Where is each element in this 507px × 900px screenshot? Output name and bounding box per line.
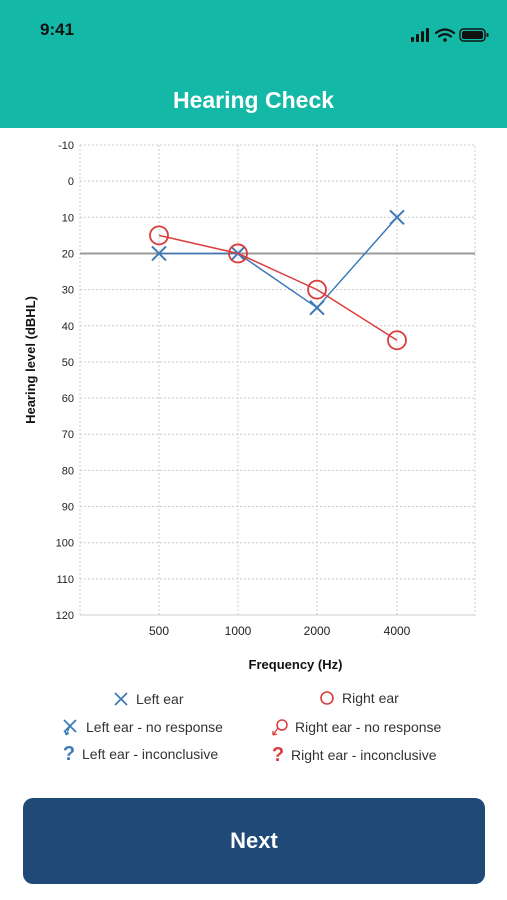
y-tick-label: 40 bbox=[62, 321, 74, 333]
right-ear-point bbox=[307, 279, 327, 300]
legend-right-inconclusive: ? Right ear - inconclusive bbox=[271, 744, 437, 766]
legend-left-inconclusive-label: Left ear - inconclusive bbox=[82, 746, 219, 762]
left-ear-line bbox=[159, 216, 398, 309]
battery-icon bbox=[459, 28, 489, 42]
right-ear-point bbox=[149, 225, 169, 246]
legend-right-ear-label: Right ear bbox=[342, 690, 399, 706]
legend-right-inconclusive-label: Right ear - inconclusive bbox=[291, 747, 437, 763]
right-ear-point bbox=[228, 243, 248, 264]
right-ear-circle-icon bbox=[320, 691, 334, 705]
left-ear-question-icon: ? bbox=[62, 743, 76, 765]
right-ear-question-icon: ? bbox=[271, 744, 285, 766]
y-tick-label: -10 bbox=[58, 140, 74, 152]
left-ear-point bbox=[309, 299, 325, 316]
legend-right-no-response: Right ear - no response bbox=[271, 718, 441, 736]
x-tick-label: 4000 bbox=[384, 624, 411, 638]
x-tick-label: 500 bbox=[149, 624, 169, 638]
cellular-signal-icon bbox=[411, 28, 429, 42]
right-ear-no-response-icon bbox=[272, 719, 288, 736]
legend-left-ear-label: Left ear bbox=[136, 691, 184, 707]
x-tick-label: 1000 bbox=[225, 624, 252, 638]
y-tick-label: 110 bbox=[56, 574, 74, 586]
y-axis-label: Hearing level (dBHL) bbox=[23, 296, 38, 424]
y-tick-label: 50 bbox=[62, 357, 74, 369]
status-time: 9:41 bbox=[40, 20, 75, 39]
legend-right-no-response-label: Right ear - no response bbox=[295, 719, 442, 735]
page-title: Hearing Check bbox=[172, 87, 335, 113]
legend-left-no-response-label: Left ear - no response bbox=[86, 719, 223, 735]
x-tick-label: 2000 bbox=[304, 624, 331, 638]
y-tick-label: 60 bbox=[62, 393, 74, 405]
legend-left-ear: Left ear bbox=[112, 690, 183, 708]
y-tick-label: 0 bbox=[68, 176, 74, 188]
audiogram-chart: -10 0 10 20 30 40 50 60 70 80 90 100 110 120 500 1000 20… bbox=[0, 128, 507, 688]
audiogram-svg: -10 0 10 20 30 40 50 60 70 80 90 100 110 120 500 1000 20… bbox=[23, 140, 476, 672]
legend-left-no-response: Left ear - no response bbox=[62, 718, 223, 736]
y-tick-label: 20 bbox=[62, 248, 74, 260]
right-ear-line bbox=[158, 234, 398, 341]
left-ear-no-response-icon bbox=[63, 719, 77, 736]
next-button[interactable]: Next bbox=[23, 798, 485, 884]
y-tick-label: 70 bbox=[62, 429, 74, 441]
status-icons bbox=[411, 28, 489, 42]
app-header: 9:41 Hearing Check bbox=[0, 0, 507, 128]
plot-frame bbox=[79, 144, 476, 616]
legend-right-ear: Right ear bbox=[318, 689, 399, 707]
x-axis-label: Frequency (Hz) bbox=[249, 657, 343, 672]
y-tick-label: 120 bbox=[56, 610, 74, 622]
right-ear-point bbox=[387, 330, 407, 351]
y-tick-label: 10 bbox=[62, 212, 74, 224]
y-tick-label: 90 bbox=[62, 502, 74, 514]
y-tick-label: 30 bbox=[62, 285, 74, 297]
left-ear-point bbox=[151, 245, 167, 262]
legend-left-inconclusive: ? Left ear - inconclusive bbox=[62, 743, 219, 765]
y-tick-label: 80 bbox=[62, 465, 74, 477]
left-ear-x-icon bbox=[114, 692, 128, 706]
wifi-icon bbox=[434, 28, 456, 42]
y-tick-label: 100 bbox=[56, 538, 74, 550]
left-ear-point bbox=[389, 209, 405, 226]
